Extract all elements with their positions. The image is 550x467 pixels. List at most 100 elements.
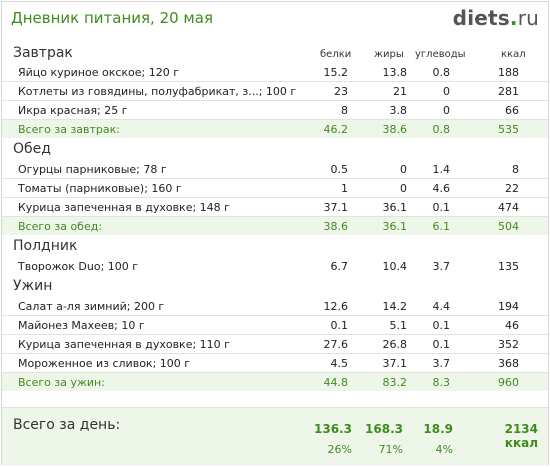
food-name: Томаты (парниковые); 160 г	[18, 182, 182, 195]
meal-total-label: Всего за обед:	[18, 220, 103, 233]
carbs-value: 3.7	[432, 260, 451, 273]
carbs-value: 0.8	[432, 66, 451, 79]
food-row[interactable]: Салат а-ля зимний; 200 г 12.6 14.2 4.4 194	[2, 297, 548, 315]
meal-title: Ужин	[13, 278, 53, 294]
total-kcal: 960	[498, 376, 519, 389]
meal-total-row: Всего за обед: 38.6 36.1 6.1 504	[2, 216, 548, 235]
kcal-value: 281	[498, 85, 519, 98]
total-fat: 83.2	[382, 376, 408, 389]
food-name: Мороженное из сливок; 100 г	[18, 357, 191, 370]
carbs-value: 0	[443, 85, 450, 98]
meal-header: Обед	[2, 138, 548, 160]
day-total-carbs: 18.9	[423, 422, 453, 436]
food-row[interactable]: Икра красная; 25 г 8 3.8 0 66	[2, 100, 548, 119]
food-name: Майонез Махеев; 10 г	[18, 319, 145, 332]
meal-header: Полдник	[2, 235, 548, 257]
fat-value: 21	[393, 85, 407, 98]
food-name: Икра красная; 25 г	[18, 104, 128, 117]
fat-value: 37.1	[382, 357, 408, 370]
day-carbs-percent: 4%	[435, 443, 453, 456]
kcal-value: 194	[498, 300, 519, 313]
total-protein: 46.2	[323, 123, 349, 136]
food-row[interactable]: Майонез Махеев; 10 г 0.1 5.1 0.1 46	[2, 315, 548, 334]
protein-value: 6.7	[330, 260, 349, 273]
food-name: Курица запеченная в духовке; 148 г	[18, 201, 230, 214]
total-kcal: 535	[498, 123, 519, 136]
food-name: Яйцо куриное окское; 120 г	[18, 66, 180, 79]
kcal-value: 8	[512, 163, 519, 176]
kcal-value: 188	[498, 66, 519, 79]
logo-part-1: diets	[452, 6, 510, 30]
day-protein-percent: 26%	[327, 443, 352, 456]
page-title: Дневник питания, 20 мая	[11, 9, 213, 27]
food-row[interactable]: Томаты (парниковые); 160 г 1 0 4.6 22	[2, 178, 548, 197]
carbs-value: 0	[443, 104, 450, 117]
total-carbs: 8.3	[432, 376, 451, 389]
carbs-value: 0.1	[432, 338, 451, 351]
food-name: Салат а-ля зимний; 200 г	[18, 300, 165, 313]
protein-value: 1	[341, 182, 348, 195]
fat-value: 13.8	[382, 66, 408, 79]
meal-total-label: Всего за ужин:	[18, 376, 105, 389]
day-total-fat: 168.3	[365, 422, 403, 436]
kcal-value: 368	[498, 357, 519, 370]
meal-header: Ужин	[2, 275, 548, 297]
kcal-value: 66	[505, 104, 519, 117]
food-row[interactable]: Яйцо куриное окское; 120 г 15.2 13.8 0.8 188	[2, 63, 548, 81]
fat-value: 5.1	[389, 319, 408, 332]
meal-title: Обед	[13, 141, 51, 157]
kcal-value: 135	[498, 260, 519, 273]
kcal-value: 46	[505, 319, 519, 332]
food-row[interactable]: Курица запеченная в духовке; 110 г 27.6 26…	[2, 334, 548, 353]
total-carbs: 6.1	[432, 220, 451, 233]
day-total-kcal: 2134 ккал	[504, 422, 538, 450]
col-kcal-header: ккал	[501, 49, 526, 60]
day-total-label: Всего за день:	[13, 417, 121, 433]
protein-value: 8	[341, 104, 348, 117]
total-fat: 36.1	[382, 220, 408, 233]
column-header-row: Завтрак белки жиры углеводы ккал	[2, 42, 548, 63]
header: Дневник питания, 20 мая diets.ru	[2, 2, 548, 38]
logo-dot: .	[509, 6, 518, 30]
carbs-value: 1.4	[432, 163, 451, 176]
food-row[interactable]: Мороженное из сливок; 100 г 4.5 37.1 3.7 368	[2, 353, 548, 372]
meal-title: Завтрак	[13, 45, 73, 61]
food-name: Курица запеченная в духовке; 110 г	[18, 338, 230, 351]
total-carbs: 0.8	[432, 123, 451, 136]
fat-value: 26.8	[382, 338, 408, 351]
protein-value: 4.5	[330, 357, 349, 370]
logo-part-2: ru	[517, 6, 539, 30]
carbs-value: 4.6	[432, 182, 451, 195]
day-fat-percent: 71%	[378, 443, 403, 456]
meal-total-row: Всего за ужин: 44.8 83.2 8.3 960	[2, 372, 548, 391]
fat-value: 10.4	[382, 260, 408, 273]
protein-value: 23	[334, 85, 348, 98]
kcal-value: 352	[498, 338, 519, 351]
day-total-protein: 136.3	[314, 422, 352, 436]
kcal-value: 22	[505, 182, 519, 195]
food-row[interactable]: Огурцы парниковые; 78 г 0.5 0 1.4 8	[2, 160, 548, 178]
total-protein: 44.8	[323, 376, 349, 389]
meal-section: Обед Огурцы парниковые; 78 г 0.5 0 1.4 8 Томат…	[2, 138, 548, 235]
fat-value: 0	[400, 163, 407, 176]
food-row[interactable]: Творожок Duo; 100 г 6.7 10.4 3.7 135	[2, 257, 548, 275]
fat-value: 14.2	[382, 300, 408, 313]
meal-total-label: Всего за завтрак:	[18, 123, 121, 136]
carbs-value: 4.4	[432, 300, 451, 313]
total-protein: 38.6	[323, 220, 349, 233]
protein-value: 15.2	[323, 66, 349, 79]
fat-value: 3.8	[389, 104, 408, 117]
food-row[interactable]: Котлеты из говядины, полуфабрикат, з...;…	[2, 81, 548, 100]
protein-value: 27.6	[323, 338, 349, 351]
carbs-value: 0.1	[432, 201, 451, 214]
fat-value: 0	[400, 182, 407, 195]
protein-value: 12.6	[323, 300, 349, 313]
food-row[interactable]: Курица запеченная в духовке; 148 г 37.1 36…	[2, 197, 548, 216]
food-name: Творожок Duo; 100 г	[18, 260, 139, 273]
food-name: Котлеты из говядины, полуфабрикат, з...;…	[18, 85, 297, 98]
fat-value: 36.1	[382, 201, 408, 214]
meals-table: Завтрак белки жиры углеводы ккал Яйцо ку…	[2, 42, 548, 391]
diets-logo[interactable]: diets.ru	[453, 6, 539, 30]
protein-value: 0.1	[330, 319, 349, 332]
